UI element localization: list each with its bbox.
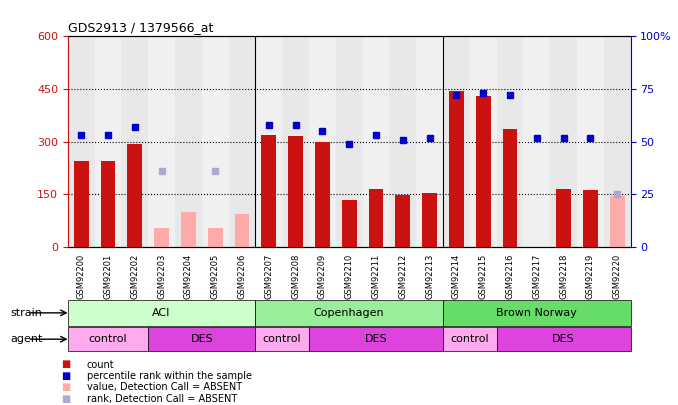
Bar xyxy=(68,327,148,351)
Text: value, Detection Call = ABSENT: value, Detection Call = ABSENT xyxy=(87,382,242,392)
Bar xyxy=(288,136,303,247)
Bar xyxy=(443,300,631,326)
Bar xyxy=(363,36,389,247)
Bar xyxy=(148,36,175,247)
Bar xyxy=(121,36,148,247)
Text: ■: ■ xyxy=(61,360,71,369)
Bar xyxy=(342,200,357,247)
Bar xyxy=(95,36,121,247)
Bar xyxy=(315,142,330,247)
Text: rank, Detection Call = ABSENT: rank, Detection Call = ABSENT xyxy=(87,394,237,403)
Bar xyxy=(256,327,309,351)
Bar xyxy=(422,193,437,247)
Bar xyxy=(369,189,383,247)
Text: DES: DES xyxy=(365,334,387,344)
Text: DES: DES xyxy=(553,334,575,344)
Bar xyxy=(449,91,464,247)
Bar xyxy=(416,36,443,247)
Bar xyxy=(202,36,228,247)
Text: count: count xyxy=(87,360,115,369)
Text: DES: DES xyxy=(191,334,213,344)
Bar xyxy=(603,36,631,247)
Bar xyxy=(68,300,256,326)
Bar xyxy=(496,327,631,351)
Text: control: control xyxy=(89,334,127,344)
Bar xyxy=(577,36,603,247)
Text: percentile rank within the sample: percentile rank within the sample xyxy=(87,371,252,381)
Bar xyxy=(100,161,115,247)
Bar xyxy=(550,36,577,247)
Text: control: control xyxy=(450,334,489,344)
Bar xyxy=(309,36,336,247)
Bar xyxy=(476,96,490,247)
Bar xyxy=(583,190,598,247)
Text: ACI: ACI xyxy=(153,308,171,318)
Bar xyxy=(256,36,282,247)
Text: GDS2913 / 1379566_at: GDS2913 / 1379566_at xyxy=(68,21,213,34)
Bar xyxy=(523,36,550,247)
Bar xyxy=(470,36,496,247)
Text: Copenhagen: Copenhagen xyxy=(314,308,384,318)
Bar xyxy=(68,36,95,247)
Bar xyxy=(127,143,142,247)
Bar xyxy=(496,36,523,247)
Text: ■: ■ xyxy=(61,394,71,403)
Bar xyxy=(443,327,496,351)
Bar xyxy=(175,36,202,247)
Bar xyxy=(256,300,443,326)
Bar xyxy=(610,196,624,247)
Bar xyxy=(154,228,169,247)
Text: Brown Norway: Brown Norway xyxy=(496,308,577,318)
Bar xyxy=(235,214,250,247)
Bar xyxy=(74,161,89,247)
Text: ■: ■ xyxy=(61,382,71,392)
Bar xyxy=(309,327,443,351)
Bar xyxy=(395,196,410,247)
Text: strain: strain xyxy=(10,308,42,318)
Bar xyxy=(336,36,363,247)
Bar xyxy=(262,135,276,247)
Bar xyxy=(502,130,517,247)
Bar xyxy=(389,36,416,247)
Bar xyxy=(181,212,196,247)
Bar xyxy=(148,327,256,351)
Text: control: control xyxy=(263,334,302,344)
Text: agent: agent xyxy=(10,334,43,344)
Bar xyxy=(228,36,256,247)
Bar xyxy=(208,228,222,247)
Bar xyxy=(556,189,571,247)
Text: ■: ■ xyxy=(61,371,71,381)
Bar xyxy=(443,36,470,247)
Bar xyxy=(282,36,309,247)
